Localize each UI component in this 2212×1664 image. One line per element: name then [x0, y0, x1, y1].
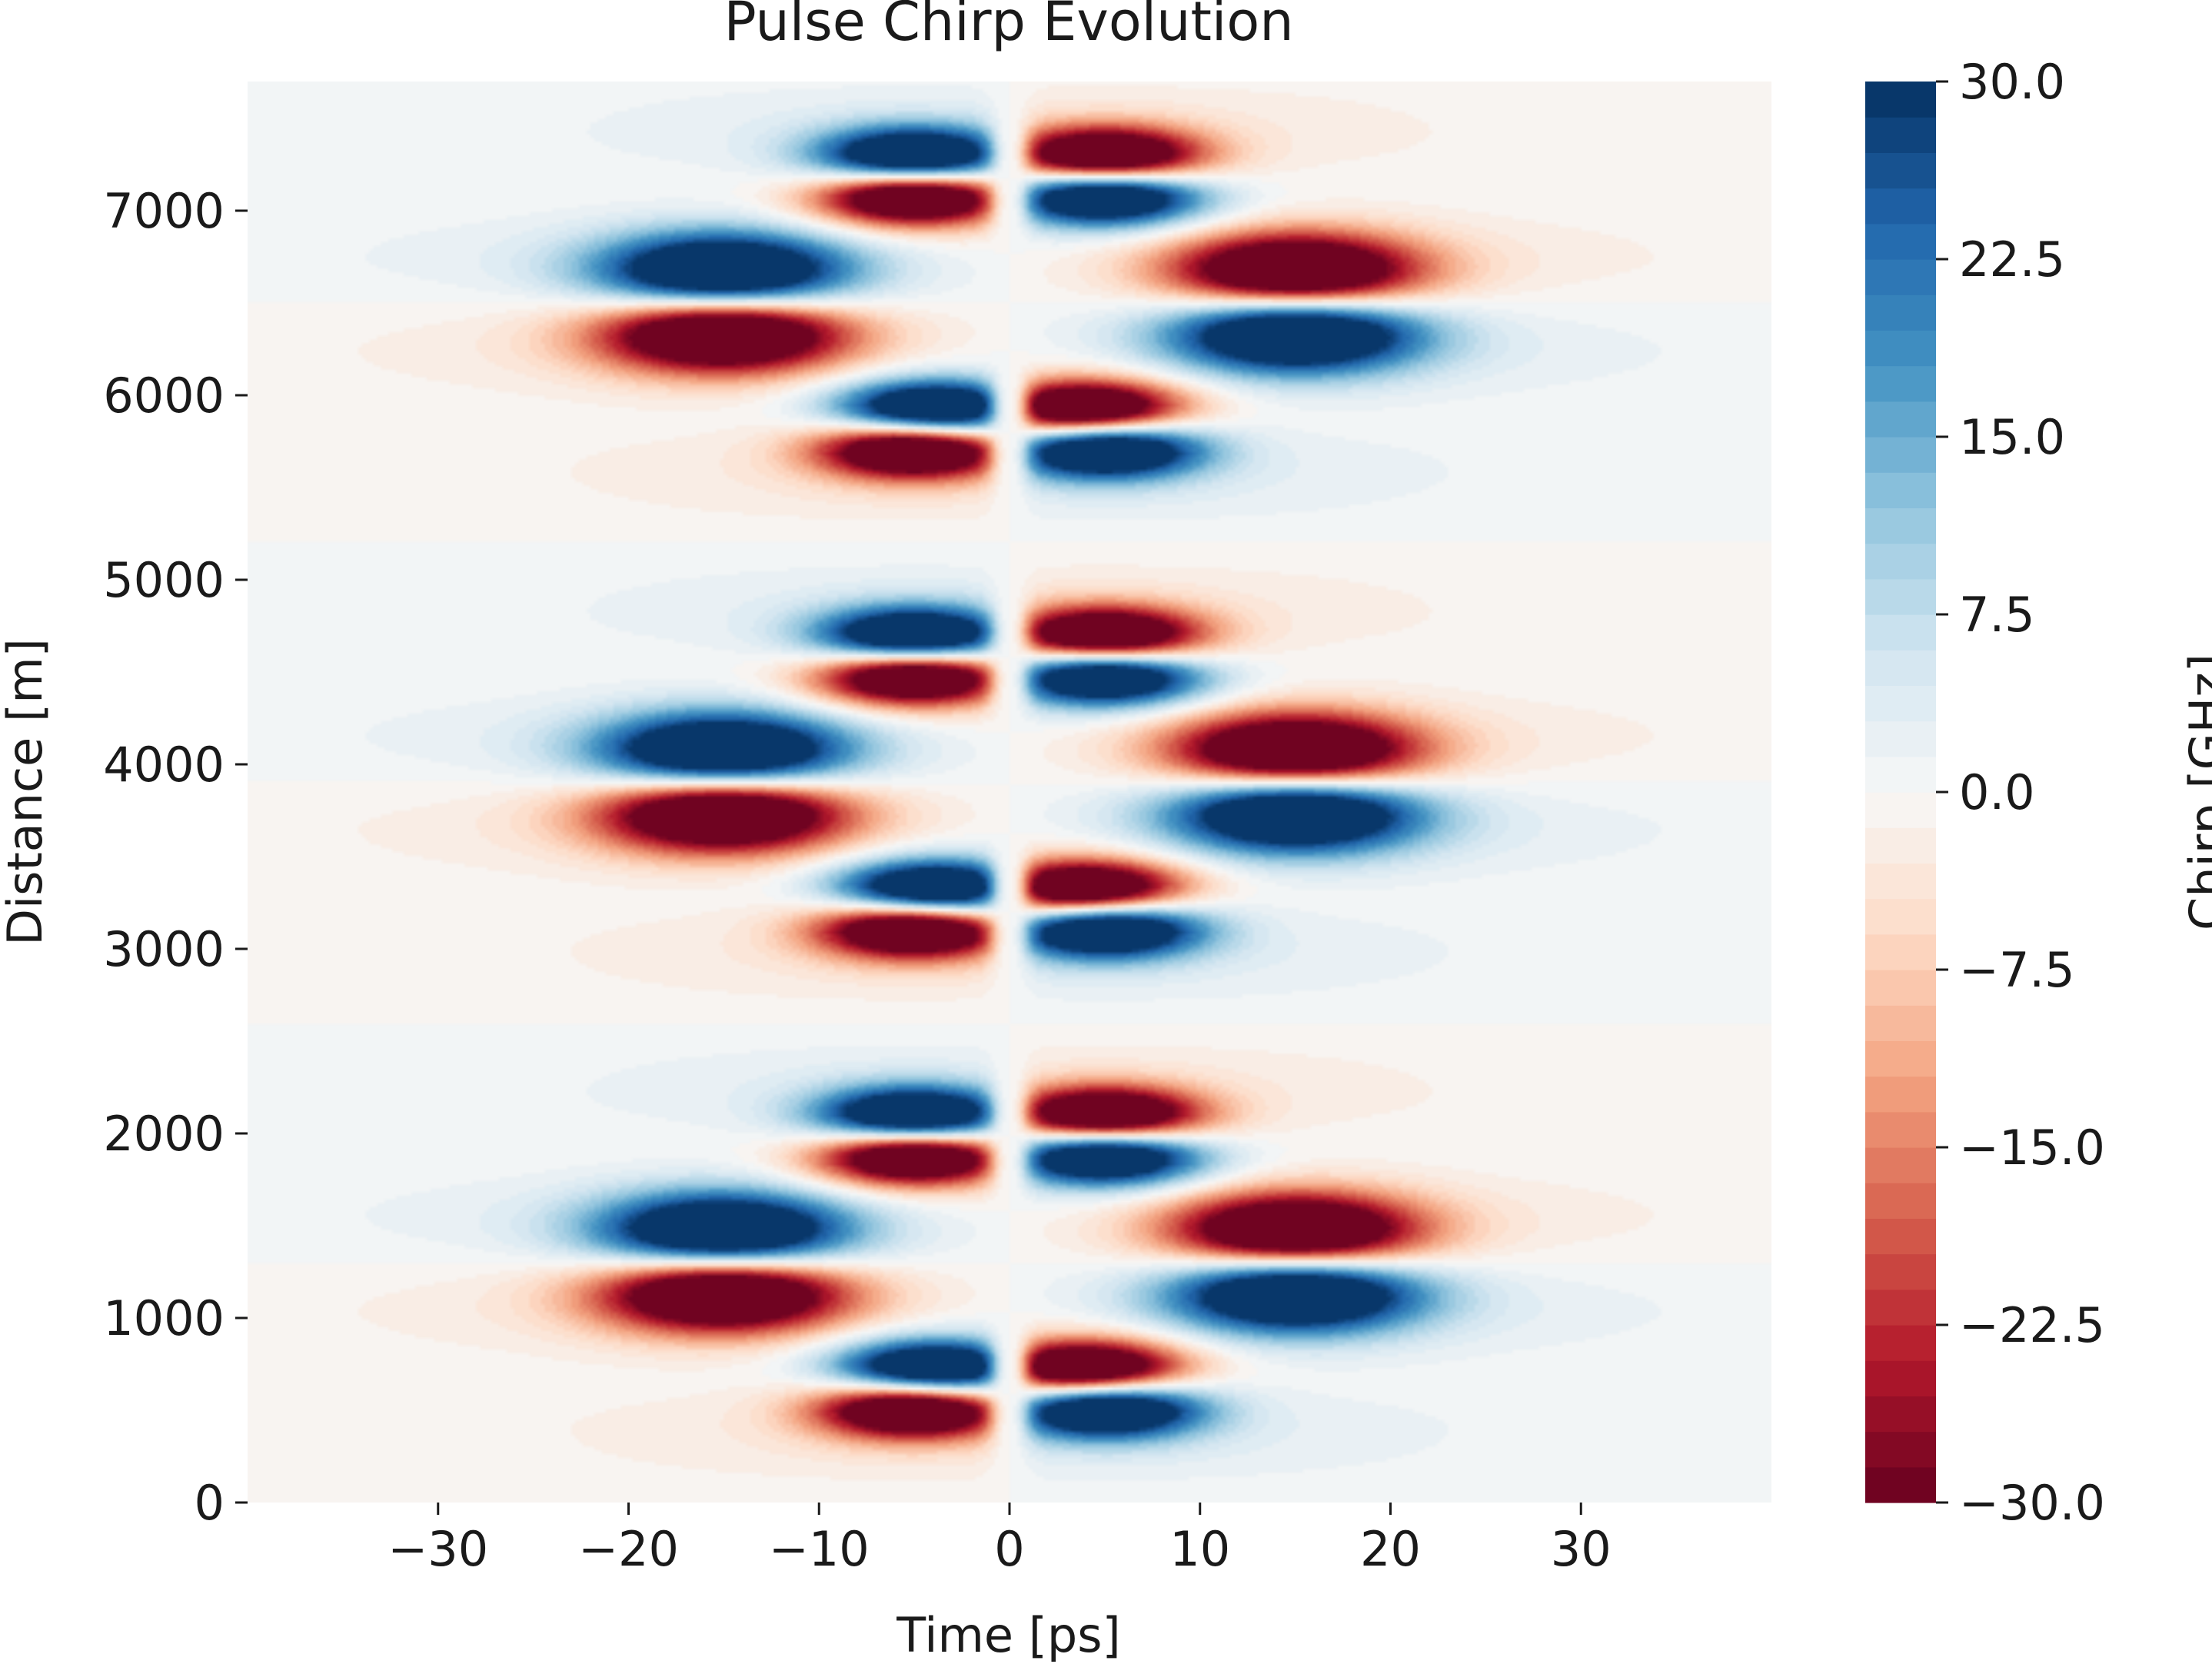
colorbar-segment	[1865, 152, 1936, 189]
colorbar-segment	[1865, 1111, 1936, 1148]
x-tick-label: −20	[578, 1521, 679, 1577]
colorbar-segment	[1865, 188, 1936, 225]
colorbar-segment	[1865, 721, 1936, 757]
colorbar-segment	[1865, 614, 1936, 651]
y-tick-label: 2000	[103, 1106, 225, 1162]
y-tick-label: 4000	[103, 737, 225, 793]
y-axis: 0 1000 2000 3000 4000 5000 6000 7000	[103, 183, 248, 1531]
x-axis: −30 −20 −10 0 10 20 30	[388, 1503, 1612, 1577]
x-tick-label: 10	[1169, 1521, 1230, 1577]
plot-area	[248, 82, 1771, 1503]
colorbar-segment	[1865, 401, 1936, 438]
colorbar-segment	[1865, 1040, 1936, 1077]
y-tick-label: 1000	[103, 1290, 225, 1346]
colorbar-segment	[1865, 1253, 1936, 1290]
colorbar-tick-label: 15.0	[1959, 409, 2065, 465]
x-tick-label: −10	[769, 1521, 870, 1577]
colorbar-segment	[1865, 330, 1936, 367]
colorbar-segment	[1865, 650, 1936, 686]
colorbar-segment	[1865, 365, 1936, 402]
colorbar-segment	[1865, 898, 1936, 935]
colorbar-segment	[1865, 543, 1936, 580]
x-axis-label: Time [ps]	[896, 1607, 1120, 1663]
x-tick-label: 20	[1360, 1521, 1421, 1577]
colorbar-segment	[1865, 1431, 1936, 1468]
colorbar-segment	[1865, 82, 1936, 118]
y-tick-label: 6000	[103, 368, 225, 424]
colorbar-tick-label: 30.0	[1959, 54, 2065, 110]
colorbar-label: Chirp [GHz]	[2179, 654, 2212, 930]
colorbar-segment	[1865, 1396, 1936, 1433]
colorbar-segment	[1865, 1466, 1936, 1503]
colorbar-segment	[1865, 1183, 1936, 1219]
colorbar-ticks: −30.0 −22.5 −15.0 −7.5 0.0 7.5 15.0 22.5 30.0	[1936, 54, 2105, 1531]
colorbar-segment	[1865, 437, 1936, 473]
colorbar-tick-label: 22.5	[1959, 231, 2065, 288]
colorbar-tick-label: 0.0	[1959, 764, 2035, 820]
colorbar-segment	[1865, 970, 1936, 1006]
colorbar-segment	[1865, 1076, 1936, 1113]
x-tick-label: 0	[994, 1521, 1024, 1577]
colorbar-tick-label: −15.0	[1959, 1120, 2105, 1176]
chart-title: Pulse Chirp Evolution	[723, 0, 1293, 53]
y-tick-label: 5000	[103, 552, 225, 608]
colorbar-segment	[1865, 792, 1936, 828]
colorbar: −30.0 −22.5 −15.0 −7.5 0.0 7.5 15.0 22.5 30.0 Ch…	[1865, 54, 2212, 1531]
colorbar-segment	[1865, 472, 1936, 508]
colorbar-segment	[1865, 1218, 1936, 1255]
colorbar-segment	[1865, 117, 1936, 153]
colorbar-segment	[1865, 1360, 1936, 1396]
colorbar-tick-label: −30.0	[1959, 1475, 2105, 1531]
colorbar-tick-label: 7.5	[1959, 587, 2035, 643]
colorbar-segment	[1865, 827, 1936, 864]
colorbar-segments	[1865, 82, 1936, 1503]
x-tick-label: −30	[388, 1521, 488, 1577]
colorbar-segment	[1865, 1325, 1936, 1361]
colorbar-segment	[1865, 1289, 1936, 1326]
colorbar-segment	[1865, 1005, 1936, 1041]
colorbar-segment	[1865, 508, 1936, 544]
heatmap-image	[248, 82, 1771, 1503]
colorbar-tick-label: −22.5	[1959, 1297, 2105, 1353]
colorbar-segment	[1865, 685, 1936, 722]
colorbar-segment	[1865, 259, 1936, 295]
colorbar-segment	[1865, 863, 1936, 900]
colorbar-segment	[1865, 295, 1936, 331]
x-tick-label: 30	[1551, 1521, 1612, 1577]
colorbar-segment	[1865, 1147, 1936, 1183]
colorbar-segment	[1865, 223, 1936, 260]
y-tick-label: 0	[195, 1475, 225, 1531]
y-axis-label: Distance [m]	[0, 638, 53, 946]
y-tick-label: 7000	[103, 183, 225, 239]
colorbar-segment	[1865, 756, 1936, 793]
colorbar-segment	[1865, 934, 1936, 970]
colorbar-tick-label: −7.5	[1959, 942, 2075, 998]
y-tick-label: 3000	[103, 921, 225, 977]
colorbar-segment	[1865, 578, 1936, 615]
